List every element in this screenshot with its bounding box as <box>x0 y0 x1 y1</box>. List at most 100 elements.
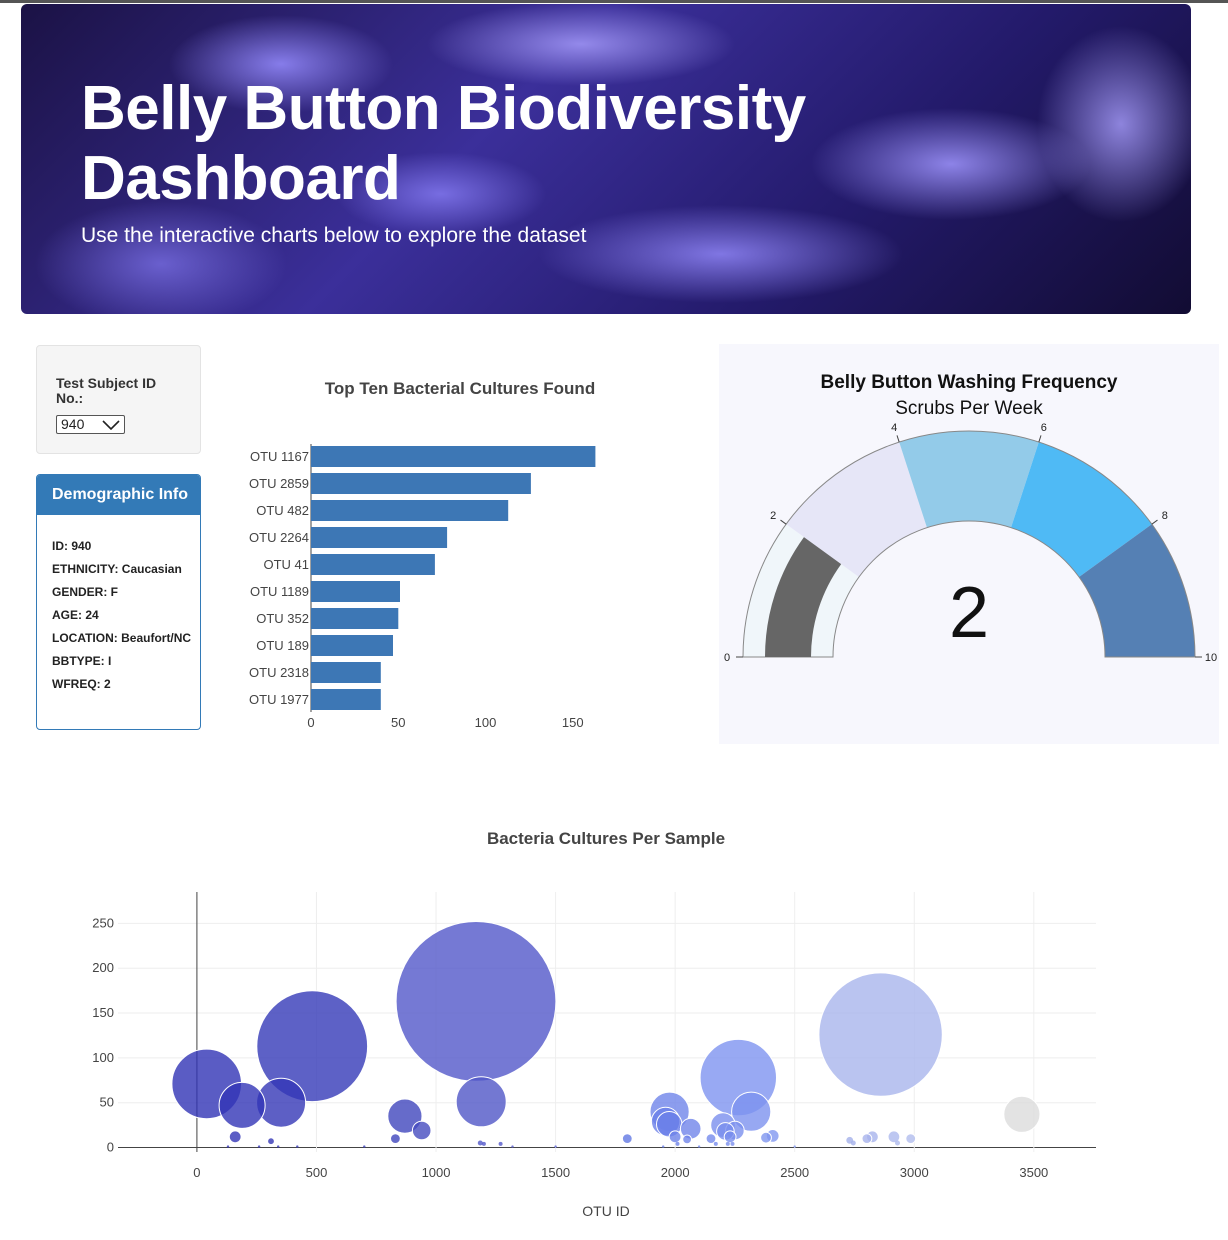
bubble-point[interactable] <box>905 1133 917 1145</box>
bubble-point[interactable] <box>861 1133 873 1145</box>
bubble-point[interactable] <box>895 1140 900 1146</box>
bubble-point[interactable] <box>682 1134 692 1145</box>
bar-category-label: OTU 352 <box>256 611 309 626</box>
subject-selector-well: Test Subject ID No.: 940 <box>36 345 201 454</box>
bar[interactable] <box>311 662 381 683</box>
bubble-point[interactable] <box>793 1145 796 1148</box>
bubble-point[interactable] <box>228 1130 242 1144</box>
gauge-tick-label: 10 <box>1205 652 1217 664</box>
subject-id-selected-value: 940 <box>61 416 85 432</box>
bubble-point[interactable] <box>697 1145 701 1148</box>
bar-category-label: OTU 2264 <box>249 530 309 545</box>
bar-category-label: OTU 1189 <box>250 584 309 599</box>
bubble-point[interactable] <box>662 1145 665 1148</box>
gauge-outline <box>742 430 1196 658</box>
chevron-down-icon <box>102 420 120 430</box>
bubble-point[interactable] <box>760 1131 772 1144</box>
gauge-step-band <box>786 442 927 578</box>
demographic-id: ID: 940 <box>52 539 92 553</box>
washing-frequency-gauge: Belly Button Washing Frequency Scrubs Pe… <box>724 372 1217 664</box>
demographic-age: AGE: 24 <box>52 608 99 622</box>
subject-id-select[interactable]: 940 <box>56 415 125 434</box>
gauge-value-bar <box>765 537 842 657</box>
page-subtitle: Use the interactive charts below to expl… <box>81 224 587 247</box>
bubble-point[interactable] <box>1003 1095 1041 1133</box>
bubble-point[interactable] <box>887 1130 901 1144</box>
bubble-point[interactable] <box>621 1133 633 1145</box>
bubble-point[interactable] <box>363 1145 366 1148</box>
bubble-x-tick-label: 2000 <box>661 1165 690 1180</box>
demographic-wfreq: WFREQ: 2 <box>52 677 111 691</box>
bubble-point[interactable] <box>257 1145 261 1148</box>
bar[interactable] <box>311 500 509 521</box>
bar[interactable] <box>311 608 399 629</box>
header-jumbotron: Belly Button Biodiversity Dashboard Use … <box>21 4 1191 314</box>
bubble-point[interactable] <box>725 1141 730 1146</box>
bar-category-label: OTU 2318 <box>249 665 309 680</box>
bar-category-label: OTU 2859 <box>249 476 309 491</box>
bubble-point[interactable] <box>267 1137 275 1146</box>
bubble-point[interactable] <box>481 1141 486 1146</box>
gauge-step-band <box>1079 524 1195 657</box>
bar-category-label: OTU 1167 <box>250 449 309 464</box>
bubble-point[interactable] <box>705 1133 717 1145</box>
gauge-tick <box>780 519 787 525</box>
bubble-point[interactable] <box>668 1130 682 1144</box>
gauge-tick <box>1038 435 1042 443</box>
top-ten-bar-chart: Top Ten Bacterial Cultures Found OTU 116… <box>249 379 596 730</box>
bar[interactable] <box>311 554 435 575</box>
bubble-point[interactable] <box>296 1145 299 1148</box>
bubble-point[interactable] <box>818 972 943 1097</box>
bubble-y-tick-label: 150 <box>92 1005 114 1020</box>
demographic-info-heading: Demographic Info <box>37 475 200 515</box>
bubble-point[interactable] <box>511 1145 514 1148</box>
demographic-ethnicity: ETHNICITY: Caucasian <box>52 562 182 576</box>
bubble-point[interactable] <box>411 1120 432 1141</box>
bubble-point[interactable] <box>498 1141 503 1146</box>
bar[interactable] <box>311 446 596 467</box>
gauge-value: 2 <box>949 573 989 653</box>
bubble-point[interactable] <box>455 1076 507 1128</box>
bubble-x-tick-label: 500 <box>306 1165 328 1180</box>
top-border <box>0 0 1228 3</box>
bubble-chart-title: Bacteria Cultures Per Sample <box>487 829 725 848</box>
bubble-point[interactable] <box>554 1145 557 1148</box>
bubble-y-tick-label: 50 <box>100 1095 114 1110</box>
bubble-point[interactable] <box>477 1140 483 1146</box>
bubble-point[interactable] <box>730 1141 735 1146</box>
demographic-gender: GENDER: F <box>52 585 118 599</box>
bubble-point[interactable] <box>679 1117 702 1140</box>
bar[interactable] <box>311 581 400 602</box>
bubble-x-tick-label: 3500 <box>1019 1165 1048 1180</box>
bar[interactable] <box>311 473 531 494</box>
gauge-subtitle: Scrubs Per Week <box>895 398 1043 419</box>
bubble-point[interactable] <box>713 1141 718 1146</box>
bar-category-label: OTU 482 <box>256 503 309 518</box>
demographic-location: LOCATION: Beaufort/NC <box>52 631 192 645</box>
gauge-step-band <box>1011 442 1152 578</box>
bubble-x-tick-label: 1000 <box>422 1165 451 1180</box>
bubble-point[interactable] <box>218 1081 266 1129</box>
bubble-point[interactable] <box>723 1130 737 1144</box>
bubble-point[interactable] <box>277 1145 280 1148</box>
bar[interactable] <box>311 689 381 710</box>
bubble-point[interactable] <box>256 990 369 1103</box>
bubble-point[interactable] <box>226 1145 230 1148</box>
bar[interactable] <box>311 635 393 656</box>
bubble-point[interactable] <box>731 1091 772 1132</box>
gauge-step-band <box>899 431 1039 528</box>
bar-category-label: OTU 41 <box>263 557 309 572</box>
bar[interactable] <box>311 527 448 548</box>
bubble-point[interactable] <box>395 920 557 1082</box>
gauge-tick <box>1151 519 1158 525</box>
bubble-point[interactable] <box>850 1140 856 1146</box>
bar-category-label: OTU 189 <box>256 638 309 653</box>
bubble-x-tick-label: 3000 <box>900 1165 929 1180</box>
bubble-point[interactable] <box>675 1141 680 1146</box>
bubble-point[interactable] <box>387 1098 423 1134</box>
bubble-x-tick-label: 1500 <box>541 1165 570 1180</box>
bubble-y-tick-label: 100 <box>92 1050 114 1065</box>
bar-x-tick-label: 50 <box>391 715 405 730</box>
bubble-point[interactable] <box>390 1133 401 1145</box>
gauge-tick-label: 6 <box>1041 422 1047 434</box>
